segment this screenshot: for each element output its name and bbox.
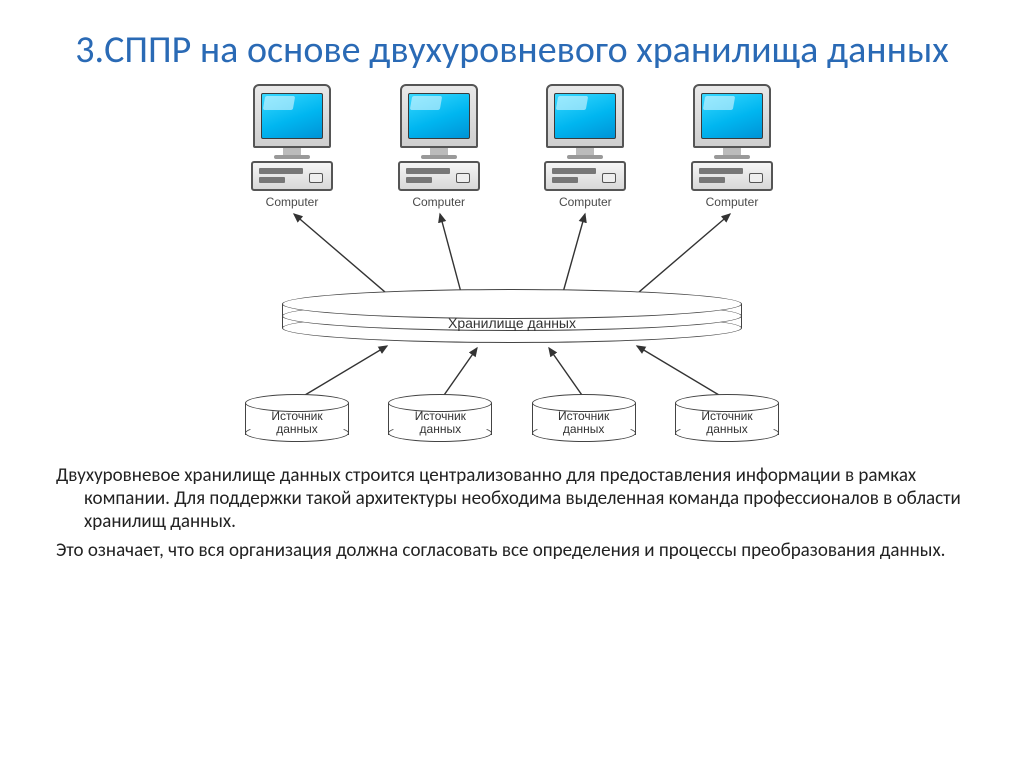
warehouse-label: Хранилище данных	[282, 315, 742, 331]
data-source-node: Источник данных	[672, 394, 782, 442]
desktop-tower-icon	[544, 161, 626, 191]
source-label: Источник данных	[675, 410, 779, 438]
source-cylinder-icon: Источник данных	[532, 394, 636, 442]
paragraph-2: Это означает, что вся организация должна…	[56, 539, 968, 562]
computer-label: Computer	[412, 195, 465, 209]
data-source-node: Источник данных	[385, 394, 495, 442]
monitor-icon	[546, 84, 624, 148]
monitor-icon	[693, 84, 771, 148]
computer-node: Computer	[525, 84, 645, 209]
computer-label: Computer	[266, 195, 319, 209]
monitor-icon	[400, 84, 478, 148]
data-source-node: Источник данных	[529, 394, 639, 442]
source-label: Источник данных	[245, 410, 349, 438]
source-cylinder-icon: Источник данных	[675, 394, 779, 442]
computer-node: Computer	[379, 84, 499, 209]
computer-label: Computer	[706, 195, 759, 209]
computers-row: Computer Computer Computer Computer	[232, 84, 792, 209]
source-cylinder-icon: Источник данных	[245, 394, 349, 442]
architecture-diagram: Computer Computer Computer Computer	[192, 84, 832, 454]
computer-label: Computer	[559, 195, 612, 209]
desktop-tower-icon	[398, 161, 480, 191]
desktop-tower-icon	[691, 161, 773, 191]
source-cylinder-icon: Источник данных	[388, 394, 492, 442]
description-text: Двухуровневое хранилище данных строится …	[0, 454, 1024, 563]
source-label: Источник данных	[388, 410, 492, 438]
computer-node: Computer	[232, 84, 352, 209]
sources-row: Источник данных Источник данных Источник…	[242, 394, 782, 442]
page-title: 3.СППР на основе двухуровневого хранилищ…	[0, 0, 1024, 84]
desktop-tower-icon	[251, 161, 333, 191]
computer-node: Computer	[672, 84, 792, 209]
paragraph-1: Двухуровневое хранилище данных строится …	[56, 464, 968, 534]
data-source-node: Источник данных	[242, 394, 352, 442]
data-warehouse-node: Хранилище данных	[282, 289, 742, 345]
monitor-icon	[253, 84, 331, 148]
source-label: Источник данных	[532, 410, 636, 438]
